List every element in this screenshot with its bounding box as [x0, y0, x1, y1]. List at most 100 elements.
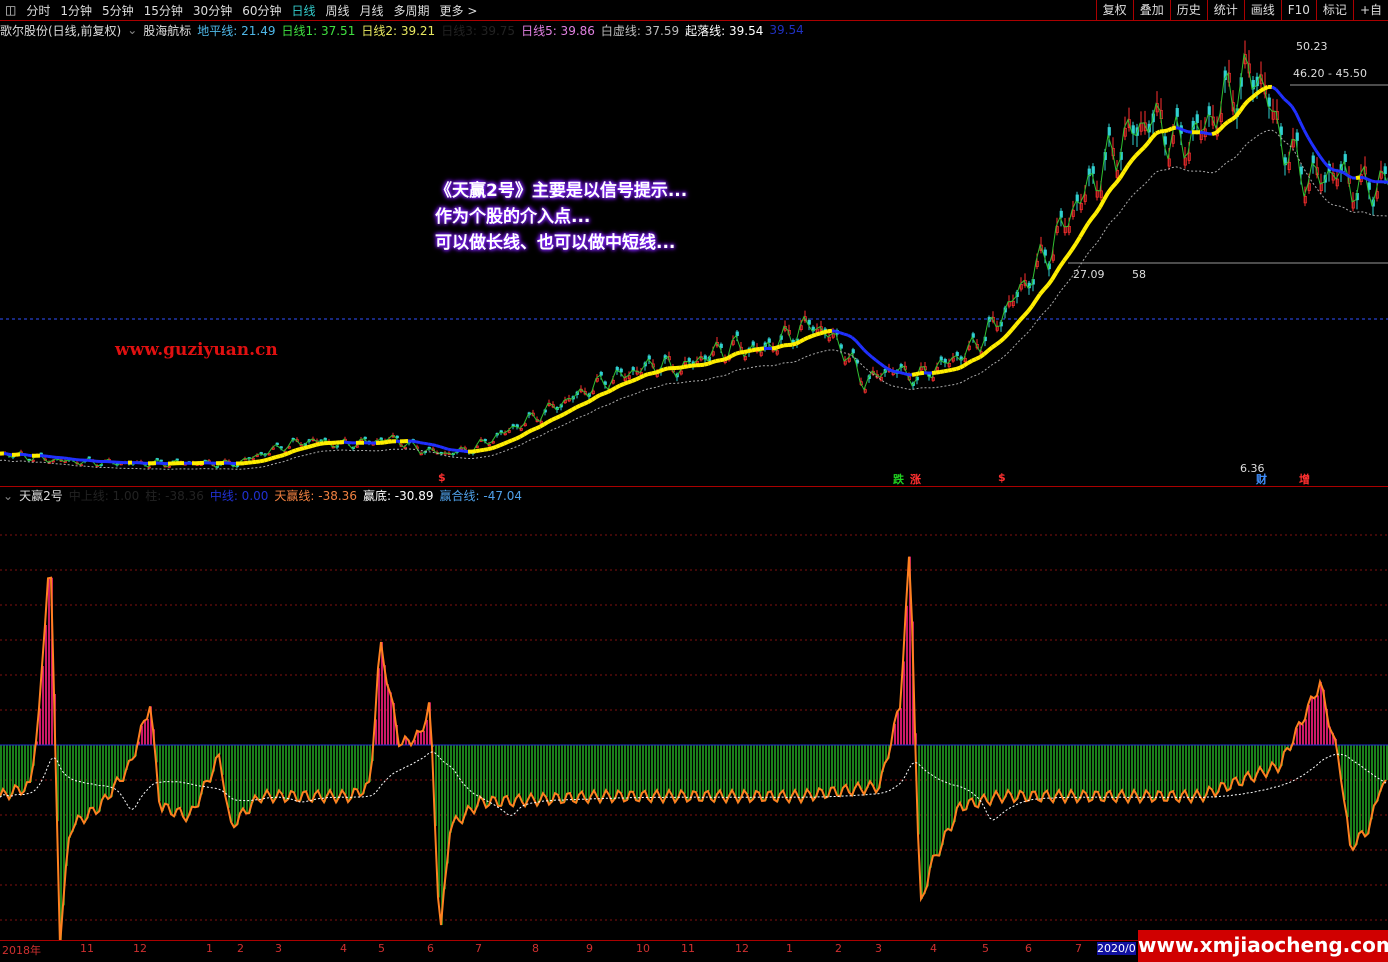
range-label-2a: 27.09 [1073, 268, 1105, 281]
trend-line-segment [522, 430, 530, 437]
trend-line-segment [7, 452, 13, 457]
toolbar-button[interactable]: 复权 [1095, 0, 1133, 21]
toolbar-button[interactable]: 画线 [1243, 0, 1281, 21]
candle [167, 465, 171, 468]
trend-line-segment [1207, 132, 1213, 136]
toolbar-button[interactable]: 历史 [1169, 0, 1207, 21]
trend-line-segment [1018, 314, 1026, 322]
period-tab[interactable]: 60分钟 [242, 3, 282, 18]
candle [1267, 97, 1271, 107]
sub-indicator-name[interactable]: 天赢2号 [19, 489, 63, 503]
legend-item: 中线: 0.00 [209, 489, 269, 503]
period-tab[interactable]: 更多 > [439, 3, 478, 18]
legend-item: 中上线: 1.00 [68, 489, 140, 503]
period-tab[interactable]: 15分钟 [143, 3, 183, 18]
axis-tick-label: 11 [681, 942, 695, 955]
signal-marker: 财 [1256, 473, 1267, 486]
trend-line-segment [595, 393, 601, 399]
trend-line-segment [1138, 146, 1146, 153]
trend-line-segment [539, 422, 545, 429]
period-tab[interactable]: 日线 [291, 3, 316, 18]
trend-line-segment [1355, 175, 1361, 181]
panel-toggle-icon[interactable]: ◫ [5, 3, 17, 17]
period-tab[interactable]: 周线 [325, 3, 350, 18]
candle [355, 445, 359, 448]
trend-line-segment [586, 398, 594, 404]
trend-line-segment [843, 332, 849, 337]
axis-tick-label: 3 [275, 942, 282, 955]
trend-line-segment [443, 446, 449, 451]
trend-line-segment [1114, 176, 1122, 185]
indicator-toggle-icon[interactable]: ⌄ [127, 23, 138, 37]
trend-line-segment [1286, 101, 1294, 108]
candle [591, 390, 595, 394]
period-tab[interactable]: 5分钟 [102, 3, 134, 18]
legend-item: 日线3: 39.75 [441, 23, 516, 38]
trend-line-segment [1054, 265, 1062, 275]
trend-line-segment [799, 337, 805, 344]
trend-line-segment [854, 339, 862, 347]
candle [1311, 155, 1315, 164]
toolbar-button[interactable]: 统计 [1206, 0, 1244, 21]
axis-tick-label: 5 [378, 942, 385, 955]
trend-line-segment [495, 443, 501, 449]
candle [507, 430, 511, 433]
axis-tick-label: 8 [532, 942, 539, 955]
trend-line-segment [651, 370, 657, 376]
trend-line-segment [1363, 176, 1369, 181]
candle [31, 459, 35, 462]
trend-line-segment [1102, 191, 1110, 201]
candle [955, 352, 959, 357]
candle [967, 345, 971, 350]
trend-line-segment [1331, 167, 1337, 172]
candle [711, 351, 715, 356]
trend-line-segment [271, 455, 277, 461]
period-tab[interactable]: 1分钟 [60, 3, 92, 18]
trend-line-segment [971, 357, 977, 363]
trend-line-segment [659, 367, 665, 373]
trend-line-segment [563, 410, 569, 416]
trend-line-segment [255, 459, 261, 464]
trend-line-segment [23, 452, 29, 457]
period-tab[interactable]: 多周期 [393, 3, 430, 18]
candle [623, 377, 627, 381]
toolbar-button[interactable]: 标记 [1315, 0, 1353, 21]
trend-line-segment [1183, 129, 1189, 134]
trend-line-segment [994, 340, 1002, 347]
trend-line-segment [703, 361, 709, 367]
candle [1195, 114, 1199, 123]
toolbar-button[interactable]: F10 [1280, 0, 1316, 21]
candle [1087, 168, 1091, 177]
candle [839, 344, 843, 349]
candle [931, 377, 935, 381]
trend-line-segment [607, 388, 613, 394]
candle [1251, 80, 1255, 90]
trend-line-segment [978, 352, 986, 359]
trend-line-segment [1082, 222, 1090, 232]
trend-line-segment [67, 456, 73, 461]
candle [1079, 203, 1083, 211]
trend-line-segment [1098, 198, 1106, 209]
trend-line-segment [791, 341, 797, 347]
site-text: www.guziyuan.cn [115, 340, 278, 360]
trend-line-segment [575, 403, 581, 410]
indicator-name[interactable]: 股海航标 [143, 23, 192, 38]
candle [551, 404, 555, 408]
period-tab[interactable]: 30分钟 [192, 3, 233, 18]
annotation-text: 《天赢2号》主要是以信号提示... 作为个股的介入点... 可以做长线、也可以做… [435, 178, 687, 256]
period-tab[interactable]: 月线 [359, 3, 384, 18]
trend-line-segment [47, 454, 53, 459]
indicator-toggle-icon[interactable]: ⌄ [3, 488, 14, 503]
toolbar-button[interactable]: 叠加 [1132, 0, 1170, 21]
trend-line-segment [1094, 206, 1102, 215]
trend-line-segment [459, 449, 465, 453]
candle [1183, 157, 1187, 166]
trend-line-segment [1130, 154, 1138, 162]
trend-line-segment [779, 343, 785, 349]
trend-line-segment [439, 445, 445, 450]
toolbar-button[interactable]: +自 [1352, 0, 1388, 21]
watermark: www.xmjiaocheng.com [1138, 930, 1388, 962]
trend-line-segment [415, 440, 421, 445]
trend-line-segment [1322, 160, 1330, 168]
period-tab[interactable]: 分时 [26, 3, 51, 18]
